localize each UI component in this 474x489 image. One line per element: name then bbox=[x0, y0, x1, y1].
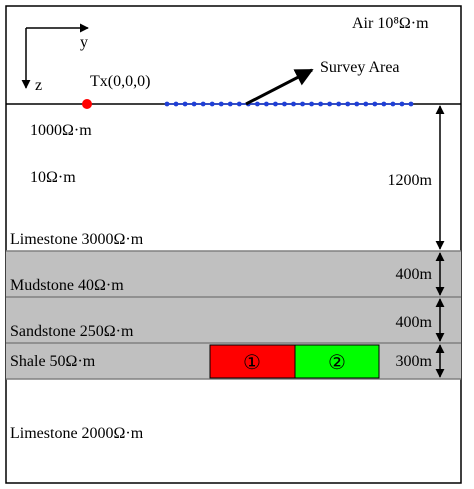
anomaly-1-box bbox=[209, 344, 296, 379]
thickness-label-shale: 300m bbox=[396, 353, 433, 370]
layer-label-1000: 1000Ω·m bbox=[30, 122, 92, 139]
layer-label-shale: Shale 50Ω·m bbox=[10, 353, 96, 370]
layer-label-limestone-lower: Limestone 2000Ω·m bbox=[10, 425, 144, 442]
layer-label-mudstone: Mudstone 40Ω·m bbox=[10, 277, 124, 294]
layer-label-limestone-upper: Limestone 3000Ω·m bbox=[10, 231, 144, 248]
thickness-label-1200: 1200m bbox=[388, 172, 433, 189]
receiver-dot bbox=[327, 101, 333, 107]
transmitter-dot bbox=[82, 99, 92, 109]
z-axis-label: z bbox=[35, 77, 42, 94]
thickness-label-mudstone: 400m bbox=[396, 266, 433, 283]
receiver-dot bbox=[363, 101, 369, 107]
receiver-dot bbox=[300, 101, 305, 107]
receiver-dot bbox=[264, 101, 269, 107]
receiver-dot bbox=[273, 101, 278, 107]
receiver-dot bbox=[336, 101, 342, 107]
receiver-dot bbox=[236, 101, 242, 107]
transmitter-label: Tx(0,0,0) bbox=[90, 73, 150, 90]
thickness-label-sandstone: 400m bbox=[396, 314, 433, 331]
receiver-dot bbox=[309, 101, 314, 107]
model-frame bbox=[5, 5, 462, 484]
receiver-dot bbox=[318, 101, 324, 107]
survey-area-arrow bbox=[245, 68, 314, 106]
receiver-dot bbox=[381, 101, 387, 107]
receiver-dot bbox=[354, 101, 360, 107]
layer-label-10: 10Ω·m bbox=[30, 169, 76, 186]
anomaly-2-label: ② bbox=[328, 352, 346, 374]
mudstone-band bbox=[6, 251, 461, 297]
survey-area-label: Survey Area bbox=[320, 59, 400, 76]
receiver-dot bbox=[191, 101, 197, 107]
receiver-dot bbox=[218, 101, 224, 107]
y-axis-label: y bbox=[80, 34, 88, 51]
receiver-dot bbox=[254, 101, 260, 107]
receiver-dot bbox=[291, 101, 296, 107]
receiver-dot bbox=[390, 101, 396, 107]
receiver-dot bbox=[408, 101, 414, 107]
anomaly-1-label: ① bbox=[243, 352, 261, 374]
receiver-dot bbox=[209, 101, 215, 107]
receiver-dot bbox=[345, 101, 351, 107]
receiver-line bbox=[164, 101, 414, 107]
receiver-dot bbox=[282, 101, 287, 107]
receiver-dot bbox=[200, 101, 206, 107]
layer-label-sandstone: Sandstone 250Ω·m bbox=[10, 323, 134, 340]
receiver-dot bbox=[399, 101, 405, 107]
air-label: Air 10⁸Ω·m bbox=[352, 15, 429, 32]
anomaly-2-box bbox=[294, 344, 380, 379]
receiver-dot bbox=[182, 101, 188, 107]
receiver-dot bbox=[164, 101, 170, 107]
receiver-dot bbox=[173, 101, 179, 107]
receiver-dot bbox=[227, 101, 233, 107]
sandstone-band bbox=[6, 297, 461, 343]
receiver-dot bbox=[372, 101, 378, 107]
